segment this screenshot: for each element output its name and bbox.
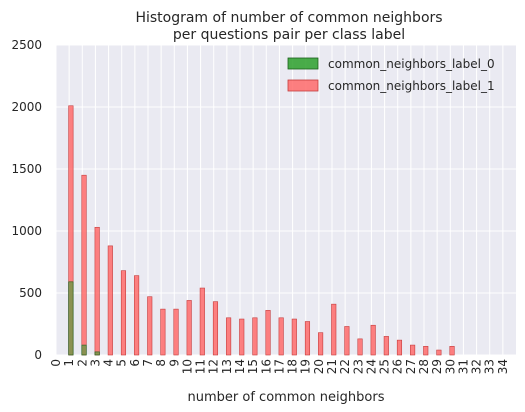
x-tick-label: 17 — [272, 359, 286, 374]
y-tick-label: 2500 — [11, 38, 42, 52]
x-tick-label: 15 — [246, 359, 260, 374]
x-tick-label: 13 — [220, 359, 234, 374]
bar — [292, 319, 297, 355]
bar — [279, 318, 284, 355]
bar — [108, 246, 113, 355]
bar — [148, 297, 153, 355]
x-tick-label: 29 — [430, 359, 444, 374]
bar — [134, 276, 139, 355]
x-tick-label: 10 — [180, 359, 194, 374]
bar — [95, 352, 100, 355]
x-tick-label: 6 — [128, 359, 142, 367]
bar — [213, 302, 218, 355]
bar — [266, 310, 271, 355]
x-tick-label: 25 — [378, 359, 392, 374]
x-tick-label: 23 — [351, 359, 365, 374]
chart-title: Histogram of number of common neighborsp… — [135, 10, 442, 43]
bar — [371, 325, 376, 355]
x-tick-label: 33 — [483, 359, 497, 374]
bar — [187, 300, 192, 355]
legend-entry: common_neighbors_label_0 — [328, 57, 495, 71]
x-tick-label: 0 — [49, 359, 63, 367]
bar — [95, 227, 100, 355]
bar — [397, 340, 402, 355]
x-tick-label: 9 — [167, 359, 181, 367]
x-tick-label: 22 — [338, 359, 352, 374]
x-tick-label: 30 — [443, 359, 457, 374]
x-tick-label: 24 — [364, 359, 378, 374]
bar — [305, 322, 310, 355]
y-tick-label: 2000 — [11, 100, 42, 114]
x-tick-label: 14 — [233, 359, 247, 374]
x-tick-label: 20 — [312, 359, 326, 374]
y-tick-label: 1000 — [11, 224, 42, 238]
bar — [345, 326, 350, 355]
chart-title-line: per questions pair per class label — [173, 27, 405, 43]
bar — [332, 304, 337, 355]
bar — [450, 346, 455, 355]
y-tick-label: 500 — [19, 286, 42, 300]
x-tick-label: 4 — [102, 359, 116, 367]
x-tick-label: 28 — [417, 359, 431, 374]
legend-entry: common_neighbors_label_1 — [328, 79, 495, 93]
y-tick-label: 1500 — [11, 162, 42, 176]
x-tick-label: 26 — [391, 359, 405, 374]
legend-swatch — [288, 80, 318, 91]
x-tick-label: 12 — [207, 359, 221, 374]
x-tick-label: 32 — [470, 359, 484, 374]
x-tick-label: 1 — [62, 359, 76, 367]
bar — [82, 345, 87, 355]
x-tick-label: 19 — [299, 359, 313, 374]
bar — [410, 345, 415, 355]
x-axis-ticks: 0123456789101112131415161718192021222324… — [49, 359, 510, 374]
legend-swatch — [288, 58, 318, 69]
y-tick-label: 0 — [34, 348, 42, 362]
x-tick-label: 16 — [259, 359, 273, 374]
bar — [174, 309, 179, 355]
x-tick-label: 2 — [75, 359, 89, 367]
x-tick-label: 34 — [496, 359, 510, 374]
x-tick-label: 18 — [286, 359, 300, 374]
x-axis-label: number of common neighbors — [188, 390, 385, 405]
bar — [318, 333, 323, 355]
bar — [121, 271, 126, 355]
bar — [253, 318, 258, 355]
bar — [240, 319, 245, 355]
bar — [358, 339, 363, 355]
bar — [200, 288, 205, 355]
x-tick-label: 8 — [154, 359, 168, 367]
x-tick-label: 5 — [115, 359, 129, 367]
bar — [424, 346, 429, 355]
y-axis-ticks: 0 500 1000 1500 2000 2500 — [11, 38, 42, 362]
x-tick-label: 11 — [194, 359, 208, 374]
x-tick-label: 21 — [325, 359, 339, 374]
x-tick-label: 3 — [88, 359, 102, 367]
chart-title-line: Histogram of number of common neighbors — [135, 10, 442, 26]
bar — [69, 282, 74, 355]
x-tick-label: 27 — [404, 359, 418, 374]
bar — [437, 350, 442, 355]
bar — [384, 336, 389, 355]
bar — [161, 309, 166, 355]
x-tick-label: 31 — [456, 359, 470, 374]
x-tick-label: 7 — [141, 359, 155, 367]
bar — [226, 318, 231, 355]
bar — [82, 175, 87, 355]
